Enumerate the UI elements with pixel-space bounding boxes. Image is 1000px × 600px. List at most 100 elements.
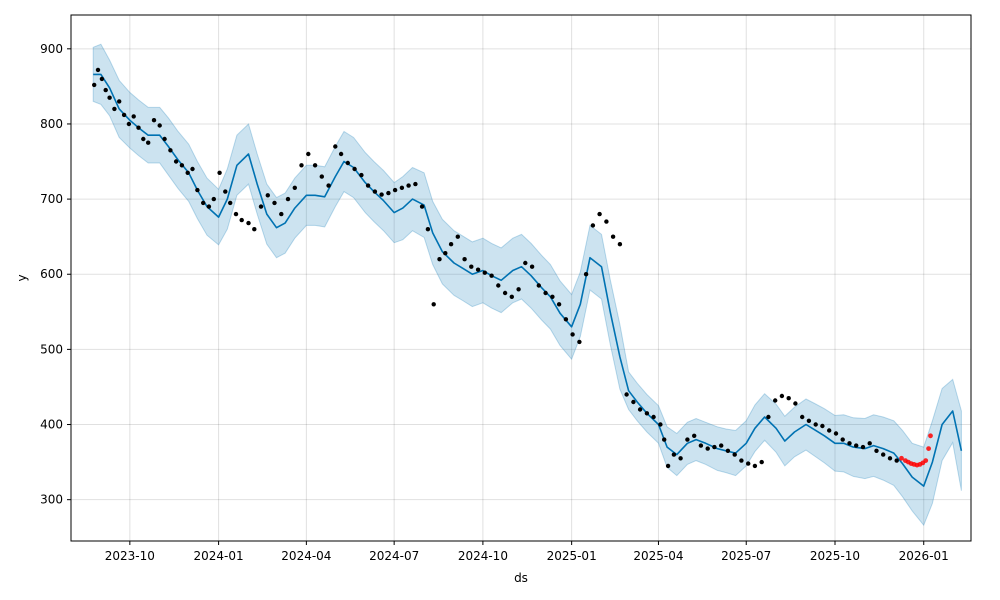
actual-point	[399, 185, 405, 190]
forecast-line-group	[93, 73, 963, 487]
actual-point	[292, 185, 297, 190]
y-tick-label: 900	[40, 42, 63, 56]
actual-point	[881, 452, 886, 457]
grid-lines	[71, 15, 971, 541]
actual-point	[252, 227, 257, 232]
y-tick-label: 500	[40, 342, 63, 356]
actual-point	[92, 82, 97, 88]
actual-point	[786, 396, 791, 401]
actual-point	[662, 437, 667, 442]
actual-point	[392, 187, 398, 193]
actual-point	[217, 170, 222, 175]
actual-point	[631, 399, 636, 405]
actual-point	[233, 211, 239, 217]
actual-point	[190, 166, 195, 172]
x-tick-label: 2023-10	[105, 549, 155, 563]
actual-point	[462, 257, 467, 262]
actual-point	[272, 200, 277, 206]
uncertainty-band	[92, 43, 962, 527]
actual-point	[431, 302, 436, 307]
actual-point	[136, 125, 141, 130]
actual-point	[121, 112, 127, 118]
actual-point	[833, 431, 839, 436]
x-tick-label: 2024-01	[194, 549, 244, 563]
actual-points	[92, 67, 899, 469]
actual-point	[692, 433, 697, 438]
actual-point	[658, 422, 663, 427]
actual-point	[604, 219, 609, 224]
y-tick-label: 400	[40, 418, 63, 432]
actual-point	[651, 414, 656, 420]
highlight-point	[926, 446, 931, 451]
actual-point	[112, 106, 117, 112]
actual-point	[874, 448, 879, 453]
actual-point	[583, 272, 589, 277]
actual-point	[550, 294, 555, 299]
uncertainty-interval	[92, 43, 962, 527]
actual-point	[151, 118, 157, 123]
y-tick-label: 600	[40, 267, 63, 281]
actual-point	[570, 332, 575, 337]
y-tick-label: 700	[40, 192, 63, 206]
highlight-points	[899, 433, 933, 468]
actual-point	[338, 151, 344, 157]
y-tick-label: 800	[40, 117, 63, 131]
actual-point	[887, 456, 893, 461]
actual-point	[345, 160, 350, 166]
actual-point	[617, 242, 623, 247]
actual-point	[610, 234, 616, 239]
actual-point	[637, 407, 643, 412]
x-axis-ticks: 2023-10 2024-01 2024-04 2024-07 2024-10 2025-…	[105, 541, 949, 563]
actual-point	[333, 144, 338, 149]
actual-point	[223, 189, 228, 194]
actual-point	[211, 196, 216, 202]
actual-point	[496, 283, 501, 288]
actual-point	[482, 270, 487, 275]
actual-point	[847, 441, 852, 446]
actual-point	[168, 148, 173, 153]
actual-point	[157, 123, 162, 128]
actual-point	[685, 437, 690, 442]
actual-point	[146, 140, 151, 145]
actual-point	[475, 267, 481, 272]
actual-point	[529, 264, 535, 269]
actual-point	[806, 418, 812, 423]
actual-point	[443, 251, 448, 256]
x-tick-label: 2024-07	[369, 549, 419, 563]
actual-point	[813, 422, 818, 427]
actual-point	[800, 414, 805, 420]
actual-point	[644, 411, 650, 416]
highlight-point	[923, 458, 929, 463]
actual-point	[312, 163, 318, 168]
actual-point	[425, 227, 431, 232]
actual-point	[299, 163, 304, 168]
actual-point	[725, 448, 731, 453]
actual-point	[285, 196, 291, 202]
x-tick-label: 2026-01	[899, 549, 949, 563]
highlight-point	[899, 455, 904, 461]
y-axis-ticks: 300 400 500 600 700 800 900	[40, 42, 71, 507]
actual-point	[509, 294, 514, 299]
actual-point	[99, 76, 105, 82]
actual-point	[437, 257, 442, 262]
actual-point	[894, 458, 899, 463]
actual-point	[359, 172, 364, 178]
x-tick-label: 2025-01	[547, 549, 597, 563]
actual-point	[95, 67, 101, 73]
actual-point	[671, 452, 677, 457]
actual-point	[279, 211, 284, 217]
actual-point	[489, 273, 494, 278]
actual-point	[265, 193, 270, 198]
actual-point	[173, 159, 179, 164]
highlight-point	[928, 433, 933, 439]
actual-point	[469, 264, 474, 269]
actual-point	[854, 443, 859, 448]
x-tick-label: 2024-10	[458, 549, 508, 563]
actual-point	[201, 200, 206, 206]
x-tick-label: 2025-07	[721, 549, 771, 563]
y-axis-label: y	[15, 274, 29, 281]
actual-point	[556, 302, 562, 307]
actual-point	[577, 339, 582, 345]
actual-point	[117, 99, 122, 104]
